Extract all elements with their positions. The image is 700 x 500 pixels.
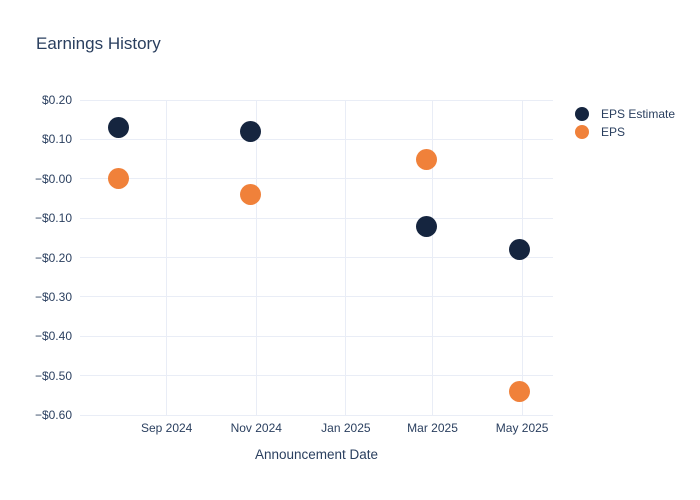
data-point-eps[interactable] [508,380,530,402]
data-point-eps-estimate[interactable] [239,121,261,142]
y-tick-label: −$0.30 [34,289,72,304]
plot-area[interactable] [80,99,553,416]
x-axis-title: Announcement Date [254,447,379,462]
data-point-eps[interactable] [239,184,261,205]
legend: EPS Estimate EPS [575,106,675,139]
y-gridline [80,375,553,377]
y-gridline [80,296,553,298]
y-tick-label: −$0.20 [34,250,72,265]
y-gridline [80,335,553,337]
data-point-eps[interactable] [416,148,438,170]
legend-label: EPS [601,124,626,139]
x-gridline [166,100,168,415]
data-point-eps-estimate[interactable] [508,239,530,261]
x-tick-label: Nov 2024 [230,421,282,435]
y-tick-label: −$0.10 [34,211,72,226]
y-gridline [80,414,553,416]
x-gridline [255,100,257,415]
x-tick-label: May 2025 [495,421,549,435]
y-gridline [80,217,553,219]
data-point-eps-estimate[interactable] [107,117,129,139]
y-tick-label: $0.20 [41,93,72,107]
chart-title: Earnings History [36,34,161,53]
legend-item-eps[interactable]: EPS [575,124,675,139]
x-tick-label: Sep 2024 [140,421,193,435]
legend-label: EPS Estimate [601,106,676,121]
y-tick-label: −$0.60 [34,408,72,422]
x-tick-label: Mar 2025 [407,421,458,435]
y-gridline [80,99,553,101]
x-gridline [432,100,434,415]
data-point-eps[interactable] [107,168,129,190]
legend-marker-icon [575,124,589,139]
y-tick-label: −$0.40 [34,329,72,344]
x-tick-label: Jan 2025 [321,421,371,435]
x-gridline [345,100,347,415]
y-gridline [80,138,553,140]
data-point-eps-estimate[interactable] [416,215,438,237]
legend-marker-icon [575,106,589,121]
y-tick-label: $0.10 [41,132,72,147]
legend-item-eps-estimate[interactable]: EPS Estimate [575,106,675,121]
y-tick-label: −$0.00 [34,171,72,186]
y-tick-label: −$0.50 [34,368,72,383]
y-gridline [80,178,553,180]
y-gridline [80,257,553,258]
